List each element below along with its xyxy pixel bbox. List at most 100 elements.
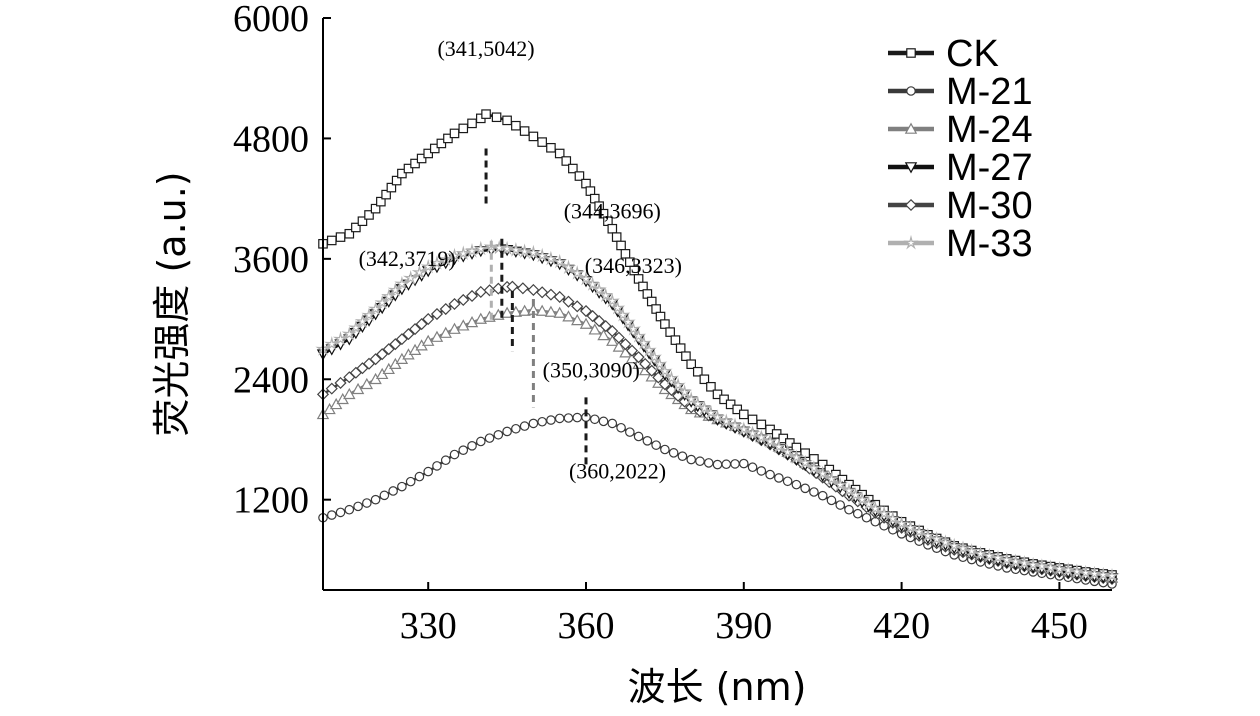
data-point <box>443 133 453 144</box>
data-point <box>1016 555 1033 570</box>
data-point <box>645 364 658 377</box>
data-point <box>332 331 349 346</box>
legend-marker <box>906 86 916 96</box>
data-point <box>458 123 469 134</box>
data-point <box>695 456 705 467</box>
data-point <box>826 495 837 506</box>
data-point <box>527 283 540 296</box>
series-layer <box>315 109 1120 589</box>
data-point <box>391 175 402 186</box>
data-point <box>823 471 840 486</box>
data-point <box>584 276 601 291</box>
data-point <box>335 232 346 242</box>
data-point <box>844 504 854 515</box>
data-point <box>1060 562 1076 577</box>
data-point <box>607 418 618 429</box>
data-point <box>491 239 507 255</box>
data-point <box>410 158 420 169</box>
data-point <box>852 508 863 519</box>
data-point <box>420 258 436 274</box>
data-point <box>686 454 696 465</box>
data-point <box>432 461 442 471</box>
data-point <box>344 228 355 239</box>
data-point <box>604 292 620 308</box>
data-point <box>511 423 521 434</box>
data-point <box>572 412 583 423</box>
data-point <box>357 216 368 227</box>
data-point <box>586 309 599 323</box>
data-point <box>972 545 989 561</box>
series-m-24 <box>316 303 1119 583</box>
data-point <box>334 376 347 389</box>
data-point <box>1025 556 1041 572</box>
data-point <box>474 312 488 324</box>
data-point <box>369 353 382 366</box>
data-point <box>612 340 626 352</box>
data-point <box>554 413 565 424</box>
data-point <box>326 235 337 246</box>
data-point <box>719 394 729 405</box>
data-point <box>732 404 743 415</box>
data-point <box>591 282 607 297</box>
data-point <box>616 240 626 251</box>
data-point <box>518 304 531 316</box>
series-m-30 <box>316 280 1119 586</box>
data-point <box>415 318 428 331</box>
data-point <box>611 232 622 242</box>
data-point <box>422 313 435 326</box>
data-point <box>588 323 601 335</box>
data-point <box>999 551 1015 567</box>
data-point <box>832 476 848 492</box>
data-point <box>502 115 512 126</box>
data-point <box>544 288 557 301</box>
data-point <box>730 459 740 469</box>
data-point <box>423 148 433 159</box>
data-point <box>670 335 681 345</box>
data-point <box>544 305 558 317</box>
y-axis-title: 荧光强度 (a.u.) <box>150 171 194 436</box>
data-point <box>324 336 340 351</box>
data-point <box>397 481 407 492</box>
data-point <box>747 462 758 473</box>
data-point <box>535 304 549 316</box>
data-point <box>537 137 547 147</box>
data-point <box>386 182 397 193</box>
data-point <box>619 338 632 351</box>
data-point <box>416 153 427 164</box>
data-point <box>686 359 696 370</box>
data-point <box>465 315 479 328</box>
data-point <box>964 543 980 558</box>
data-point <box>771 438 787 454</box>
data-point <box>563 413 574 423</box>
data-point <box>806 460 822 475</box>
data-point <box>370 494 381 505</box>
data-point <box>439 302 452 316</box>
data-point <box>642 436 653 446</box>
data-point <box>1051 560 1068 576</box>
data-point <box>683 391 699 406</box>
data-point <box>1104 567 1120 583</box>
data-point <box>809 487 819 497</box>
data-point <box>636 335 652 350</box>
data-point <box>561 156 572 166</box>
data-point <box>381 189 391 200</box>
data-point <box>606 334 619 346</box>
annotation-label: (341,5042) <box>437 36 534 61</box>
data-point <box>593 315 606 328</box>
legend-item-ck: CK <box>888 33 999 75</box>
x-tick-label: 420 <box>873 605 930 647</box>
data-point <box>579 317 593 329</box>
data-point <box>660 319 670 329</box>
data-point <box>467 118 477 129</box>
data-point <box>721 459 732 470</box>
legend-marker <box>904 122 918 134</box>
data-point <box>335 507 346 518</box>
data-point <box>599 320 612 333</box>
data-point <box>946 537 962 553</box>
data-point <box>511 120 521 131</box>
data-point <box>411 264 428 280</box>
data-point <box>612 331 625 344</box>
data-point <box>657 363 673 378</box>
data-point <box>534 247 550 263</box>
y-tick-label: 1200 <box>233 480 309 522</box>
